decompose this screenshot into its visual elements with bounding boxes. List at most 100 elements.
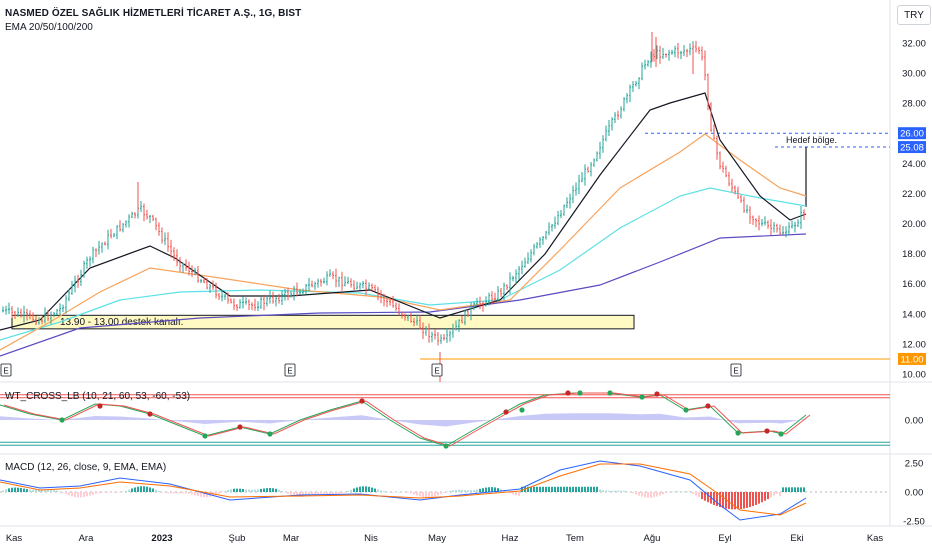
macd-bar bbox=[575, 486, 577, 492]
candle bbox=[401, 311, 403, 319]
candle bbox=[41, 317, 43, 325]
macd-bar bbox=[491, 487, 493, 492]
candle bbox=[176, 249, 178, 267]
macd-bar bbox=[242, 489, 244, 492]
macd-bar bbox=[233, 488, 235, 492]
macd-bar bbox=[245, 489, 247, 492]
candle bbox=[68, 289, 70, 302]
macd-bar bbox=[11, 487, 13, 492]
candle bbox=[353, 280, 355, 291]
macd-bar bbox=[686, 491, 688, 492]
y-tick-label: 18.00 bbox=[902, 249, 926, 260]
wt-histogram-area bbox=[0, 413, 806, 427]
candle bbox=[791, 220, 793, 229]
currency-selector[interactable]: TRY bbox=[897, 5, 931, 25]
candle bbox=[179, 257, 181, 273]
macd-bar bbox=[548, 486, 550, 492]
macd-bar bbox=[116, 492, 118, 493]
macd-panel-title[interactable]: MACD (12, 26, close, 9, EMA, EMA) bbox=[5, 462, 167, 473]
macd-bar bbox=[284, 492, 286, 493]
macd-bar bbox=[353, 488, 355, 492]
earnings-marker-label: E bbox=[3, 367, 8, 376]
wt-cross-dot bbox=[705, 403, 711, 409]
candle bbox=[569, 193, 571, 209]
candle bbox=[575, 182, 577, 196]
macd-bar bbox=[521, 486, 523, 492]
macd-bar bbox=[797, 487, 799, 492]
y-tick-label: 12.00 bbox=[902, 339, 926, 350]
candle bbox=[695, 40, 697, 53]
candle bbox=[131, 211, 133, 219]
candle bbox=[125, 220, 127, 228]
ema-line-0 bbox=[0, 233, 807, 357]
price-tag-label: 11.00 bbox=[900, 354, 923, 365]
price-tag-label: 25.08 bbox=[900, 143, 924, 154]
candle bbox=[77, 274, 79, 288]
candle bbox=[305, 283, 307, 295]
support-channel-box bbox=[11, 314, 635, 330]
macd-bar bbox=[512, 492, 514, 495]
macd-bar bbox=[338, 492, 340, 494]
y-tick-label: 24.00 bbox=[902, 159, 926, 170]
candle bbox=[11, 306, 13, 318]
macd-bar bbox=[200, 492, 202, 497]
candle bbox=[716, 135, 718, 160]
macd-bar bbox=[422, 492, 424, 498]
candle bbox=[767, 220, 769, 229]
candle bbox=[212, 280, 214, 291]
macd-bar bbox=[287, 492, 289, 494]
candle bbox=[425, 326, 427, 336]
candle bbox=[236, 304, 238, 311]
macd-bar bbox=[497, 488, 499, 492]
candle bbox=[233, 298, 235, 311]
macd-bar bbox=[74, 492, 76, 498]
macd-bar bbox=[563, 486, 565, 492]
candle bbox=[722, 161, 724, 173]
macd-bar bbox=[458, 489, 460, 492]
candle bbox=[395, 302, 397, 311]
macd-bar bbox=[719, 492, 721, 508]
y-tick-label: 30.00 bbox=[902, 69, 926, 80]
macd-bar bbox=[341, 492, 343, 494]
macd-bar bbox=[578, 486, 580, 492]
macd-y-tick: 0.00 bbox=[905, 488, 924, 499]
ema-line-1 bbox=[0, 187, 807, 341]
candle bbox=[14, 310, 16, 320]
y-tick-label: 20.00 bbox=[902, 219, 926, 230]
candle bbox=[257, 301, 259, 312]
indicator-legend[interactable]: EMA 20/50/100/200 bbox=[5, 22, 93, 33]
candle bbox=[182, 262, 184, 273]
candle bbox=[107, 229, 109, 250]
macd-bar bbox=[668, 492, 670, 493]
wt-cross-dot bbox=[683, 407, 689, 413]
macd-bar bbox=[386, 491, 388, 493]
wt-cross-dot bbox=[267, 431, 273, 437]
candle bbox=[38, 317, 40, 325]
candle bbox=[215, 282, 217, 299]
candle bbox=[800, 205, 802, 229]
macd-bar bbox=[50, 489, 52, 492]
earnings-marker bbox=[284, 363, 296, 377]
macd-bar bbox=[473, 489, 475, 492]
candle bbox=[758, 215, 760, 231]
candle bbox=[209, 283, 211, 293]
macd-bar bbox=[59, 491, 61, 492]
candle bbox=[284, 288, 286, 301]
candle bbox=[119, 220, 121, 232]
wt-cross-dot bbox=[237, 424, 243, 430]
macd-bar bbox=[569, 486, 571, 492]
x-tick-label: Ağu bbox=[644, 533, 661, 544]
macd-bar bbox=[581, 486, 583, 492]
candle bbox=[380, 290, 382, 304]
macd-bar bbox=[455, 489, 457, 492]
wt-panel-title[interactable]: WT_CROSS_LB (10, 21, 60, 53, -60, -53) bbox=[5, 391, 191, 402]
candle bbox=[164, 232, 166, 246]
macd-bar bbox=[638, 492, 640, 496]
candle bbox=[680, 50, 682, 60]
earnings-marker-label: E bbox=[434, 367, 439, 376]
candle bbox=[746, 204, 748, 214]
candle bbox=[275, 296, 277, 307]
macd-bar bbox=[419, 492, 421, 497]
macd-bar bbox=[299, 492, 301, 497]
